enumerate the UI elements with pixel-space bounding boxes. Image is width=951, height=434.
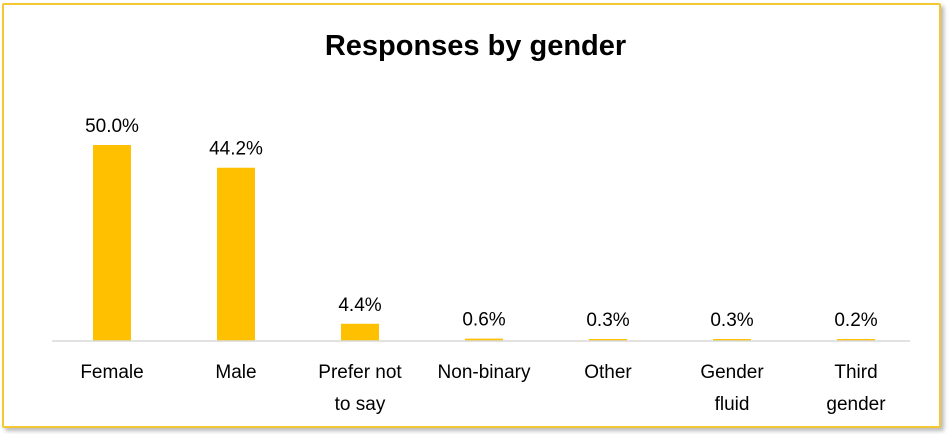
data-label-6: 0.2% [834,310,877,331]
data-label-0: 50.0% [85,116,139,137]
data-labels-group: 50.0% 44.2% 4.4% 0.6% 0.3% 0.3% 0.2% [85,116,878,331]
bar-4 [589,339,627,341]
bar-3 [465,338,503,341]
bar-0 [93,145,131,341]
bars-group [93,145,875,341]
bar-1 [217,167,255,341]
category-labels-group: Female Male Prefer not to say Non-binary Othe… [80,362,886,415]
data-label-5: 0.3% [710,310,753,331]
category-label-4: Other [584,362,632,383]
data-label-3: 0.6% [462,310,505,331]
chart-frame [2,3,941,428]
bar-2 [341,323,379,341]
data-label-4: 0.3% [586,310,629,331]
category-label-3: Non-binary [438,362,531,383]
category-label-0: Female [80,362,143,383]
category-label-1: Male [215,362,256,383]
bar-5 [713,339,751,341]
data-label-2: 4.4% [338,295,381,316]
category-label-5: Gender fluid [700,362,764,415]
category-label-2: Prefer not to say [318,362,402,415]
bar-6 [837,339,875,341]
data-label-1: 44.2% [209,139,263,160]
category-label-6: Third gender [826,362,886,415]
chart-title: Responses by gender [324,30,627,62]
